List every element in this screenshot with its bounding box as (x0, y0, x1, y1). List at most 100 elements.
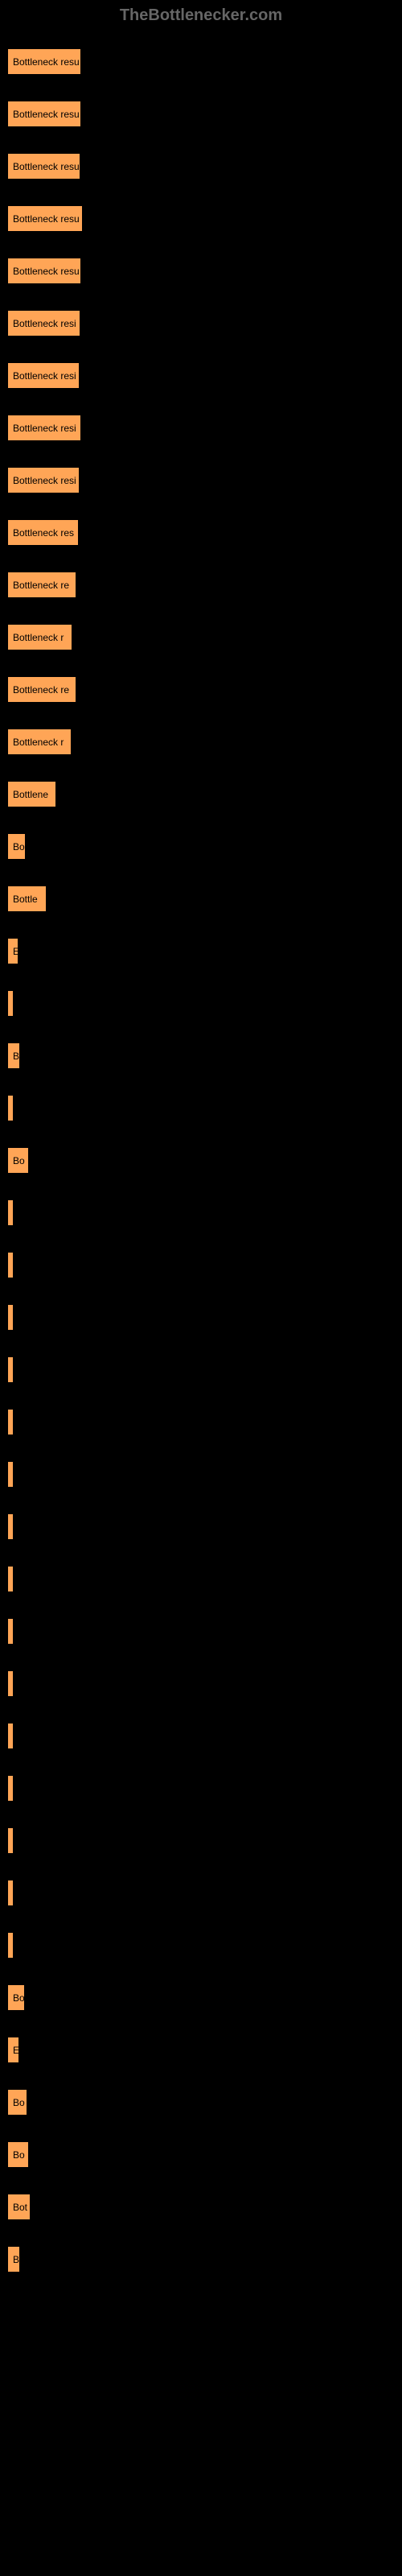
bar-label: B (13, 2254, 19, 2265)
bar-row: Bottleneck resu (6, 204, 402, 233)
bar: Bottleneck resu (6, 100, 82, 128)
bar-row (6, 1879, 402, 1907)
bar-label: Bottleneck resu (13, 266, 80, 277)
bar-row: Bottleneck r (6, 728, 402, 756)
bar-row (6, 1670, 402, 1698)
bar (6, 1722, 14, 1750)
bar (6, 1460, 14, 1488)
bar-row (6, 1251, 402, 1279)
bar (6, 1251, 14, 1279)
bar-row (6, 989, 402, 1018)
bar-row: Bottleneck resu (6, 257, 402, 285)
bar: Bottleneck resu (6, 152, 81, 180)
bar (6, 1931, 14, 1959)
bar-row (6, 1408, 402, 1436)
bar: Bottleneck r (6, 728, 72, 756)
bar-row: Bo (6, 832, 402, 861)
bar-label: Bottleneck resi (13, 370, 76, 382)
bar-row (6, 1827, 402, 1855)
bar (6, 1565, 14, 1593)
bar-row: Bottleneck resu (6, 47, 402, 76)
bar: Bot (6, 2193, 31, 2221)
bar-label: Bottleneck re (13, 580, 69, 591)
bar-chart: Bottleneck resu Bottleneck resu Bottleneck… (0, 31, 402, 2314)
bar-row (6, 1303, 402, 1331)
bar: Bottlene (6, 780, 57, 808)
bar: E (6, 937, 19, 965)
bar (6, 1513, 14, 1541)
bar-label: B (13, 1051, 19, 1062)
bar: Bottleneck resi (6, 361, 80, 390)
bar-row: Bo (6, 2088, 402, 2116)
bar: Bottle (6, 885, 47, 913)
bar-label: Bo (13, 1992, 25, 2004)
bar: Bottleneck re (6, 571, 77, 599)
bar-label: E (13, 946, 19, 957)
bar-row: E (6, 2036, 402, 2064)
bar (6, 1356, 14, 1384)
bar (6, 1827, 14, 1855)
bar-label: Bo (13, 1155, 25, 1166)
bar-row: Bottleneck resu (6, 100, 402, 128)
bar-row: Bottleneck resi (6, 361, 402, 390)
bar-row: Bo (6, 1146, 402, 1174)
bar-row: Bottleneck resi (6, 414, 402, 442)
bar-label: Bottlene (13, 789, 48, 800)
bar-row (6, 1460, 402, 1488)
bar-row: Bottleneck r (6, 623, 402, 651)
bar-row: E (6, 937, 402, 965)
bar-row: Bottleneck re (6, 675, 402, 704)
bar-row: Bo (6, 2140, 402, 2169)
bar: Bottleneck resi (6, 309, 81, 337)
bar-row (6, 1931, 402, 1959)
bar: Bo (6, 832, 27, 861)
bar: Bottleneck resu (6, 257, 82, 285)
bar-label: Bottleneck resi (13, 475, 76, 486)
bar-row (6, 1565, 402, 1593)
bar (6, 1774, 14, 1802)
site-header: TheBottlenecker.com (0, 0, 402, 31)
bar (6, 989, 14, 1018)
bar-label: Bottleneck res (13, 527, 74, 539)
bar: Bo (6, 2088, 28, 2116)
bar-row: Bottleneck res (6, 518, 402, 547)
bar: B (6, 2245, 21, 2273)
site-title: TheBottlenecker.com (120, 6, 282, 24)
bar-label: Bottleneck resu (13, 161, 80, 172)
bar-label: Bottleneck r (13, 632, 64, 643)
bar-row (6, 1774, 402, 1802)
bar: Bottleneck r (6, 623, 73, 651)
bar-label: Bottleneck resi (13, 318, 76, 329)
bar-row: B (6, 1042, 402, 1070)
bar: Bo (6, 2140, 30, 2169)
bar: Bottleneck re (6, 675, 77, 704)
bar: Bottleneck resi (6, 466, 80, 494)
bar-row: Bottleneck resu (6, 152, 402, 180)
bar (6, 1670, 14, 1698)
bar-row: Bot (6, 2193, 402, 2221)
bar-label: Bottleneck r (13, 737, 64, 748)
bar-row (6, 1094, 402, 1122)
bar-row: Bottleneck re (6, 571, 402, 599)
bar-row (6, 1722, 402, 1750)
bar-label: Bo (13, 2097, 25, 2108)
bar-row (6, 1199, 402, 1227)
bar: Bo (6, 1146, 30, 1174)
bar-label: Bottleneck resu (13, 213, 80, 225)
bar-row: Bo (6, 1984, 402, 2012)
bar: Bottleneck res (6, 518, 80, 547)
bar (6, 1199, 14, 1227)
bar (6, 1408, 14, 1436)
bar: Bottleneck resu (6, 47, 82, 76)
bar: B (6, 1042, 21, 1070)
bar-label: Bottleneck resu (13, 56, 80, 68)
bar-label: Bottle (13, 894, 38, 905)
bar: Bottleneck resi (6, 414, 82, 442)
bar-row (6, 1356, 402, 1384)
bar: Bo (6, 1984, 26, 2012)
bar (6, 1617, 14, 1645)
bar-label: Bottleneck resu (13, 109, 80, 120)
bar (6, 1879, 14, 1907)
bar-label: Bo (13, 841, 25, 852)
bar-row (6, 1513, 402, 1541)
